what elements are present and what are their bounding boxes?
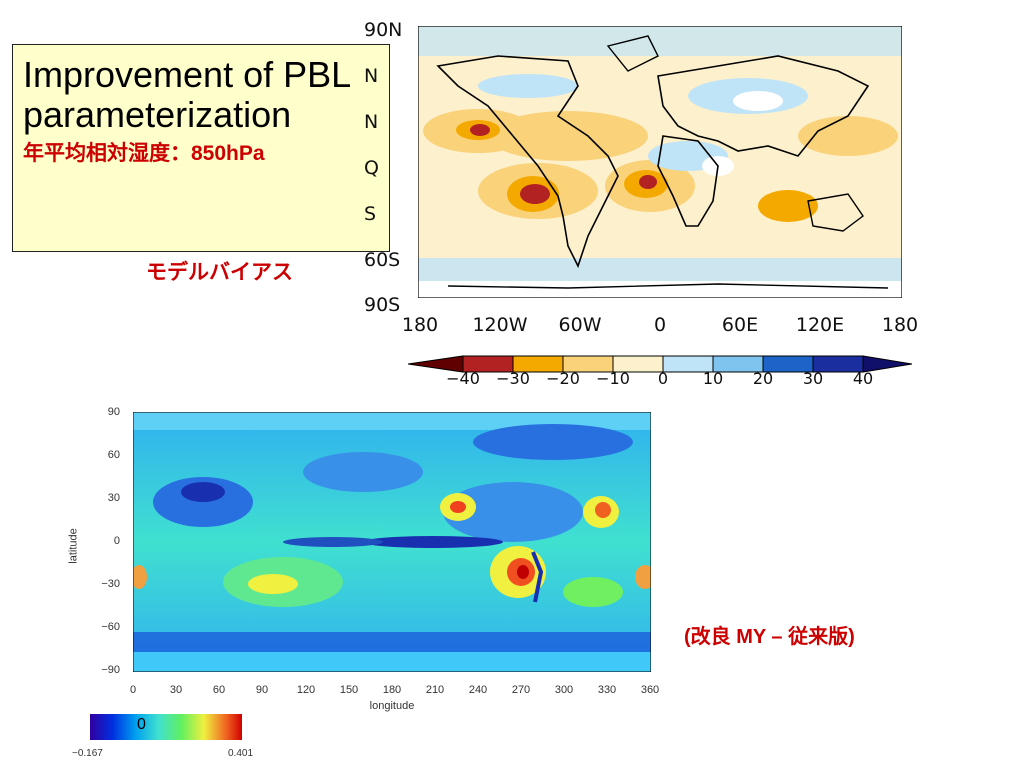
bottom-x-label: 30 bbox=[169, 684, 183, 696]
bottom-x-label: 180 bbox=[382, 684, 402, 696]
bottom-y-label: 30 bbox=[107, 492, 120, 504]
top-x-label: 120E bbox=[795, 314, 845, 336]
bottom-y-label: 0 bbox=[113, 535, 120, 547]
bottom-x-label: 120 bbox=[296, 684, 316, 696]
bottom-x-label: 210 bbox=[425, 684, 445, 696]
bottom-y-label: 90 bbox=[107, 406, 120, 418]
top-y-label: 60S bbox=[364, 249, 401, 271]
bottom-x-label: 360 bbox=[640, 684, 660, 696]
top-colorbar-label: −20 bbox=[546, 369, 580, 388]
top-colorbar-label: −30 bbox=[496, 369, 530, 388]
top-y-label: N bbox=[364, 111, 379, 133]
bottom-x-label: 270 bbox=[511, 684, 531, 696]
bottom-colorbar-max: 0.401 bbox=[228, 748, 254, 759]
top-x-label: 60W bbox=[558, 314, 602, 336]
bottom-y-axis-title: latitude bbox=[67, 528, 80, 564]
slide-subtitle: 年平均相対湿度：850hPa bbox=[23, 142, 265, 165]
top-colorbar bbox=[408, 355, 912, 373]
bottom-y-label: −90 bbox=[101, 664, 120, 676]
top-colorbar-label: −40 bbox=[446, 369, 480, 388]
top-colorbar-label: −10 bbox=[596, 369, 630, 388]
bottom-x-label: 150 bbox=[339, 684, 359, 696]
bottom-y-label: −60 bbox=[101, 621, 120, 633]
top-colorbar-label: 40 bbox=[852, 369, 874, 388]
top-y-label: N bbox=[364, 65, 379, 87]
bottom-x-label: 300 bbox=[554, 684, 574, 696]
top-y-label: S bbox=[364, 203, 377, 225]
top-y-label: 90N bbox=[364, 19, 403, 41]
top-y-label: 90S bbox=[364, 294, 401, 316]
slide-subtitle-2: モデルバイアス bbox=[146, 261, 293, 284]
top-x-label: 0 bbox=[653, 314, 667, 336]
bottom-x-label: 330 bbox=[597, 684, 617, 696]
bottom-colorbar-min: −0.167 bbox=[72, 748, 103, 759]
top-colorbar-label: 0 bbox=[657, 369, 669, 388]
bottom-colorbar bbox=[90, 714, 242, 740]
top-colorbar-label: 30 bbox=[802, 369, 824, 388]
top-x-label: 120W bbox=[472, 314, 528, 336]
top-x-label: 180 bbox=[881, 314, 919, 336]
top-x-label: 180 bbox=[401, 314, 439, 336]
bottom-difference-map bbox=[133, 412, 651, 672]
slide-title: Improvement of PBL parameterization bbox=[23, 54, 350, 135]
top-bias-map bbox=[418, 26, 902, 298]
bottom-y-label: −30 bbox=[101, 578, 120, 590]
title-box: Improvement of PBL parameterization 年平均相… bbox=[12, 44, 390, 252]
top-y-label: Q bbox=[364, 157, 379, 179]
bottom-x-label: 60 bbox=[212, 684, 226, 696]
bottom-x-label: 0 bbox=[129, 684, 137, 696]
bottom-y-label: 60 bbox=[107, 449, 120, 461]
top-colorbar-label: 10 bbox=[702, 369, 724, 388]
top-x-label: 60E bbox=[721, 314, 759, 336]
bottom-colorbar-zero: 0 bbox=[137, 716, 146, 733]
top-colorbar-label: 20 bbox=[752, 369, 774, 388]
difference-label: (改良 MY – 従来版) bbox=[684, 626, 855, 648]
bottom-x-axis-title: longitude bbox=[369, 700, 415, 712]
bottom-x-label: 240 bbox=[468, 684, 488, 696]
bottom-x-label: 90 bbox=[255, 684, 269, 696]
